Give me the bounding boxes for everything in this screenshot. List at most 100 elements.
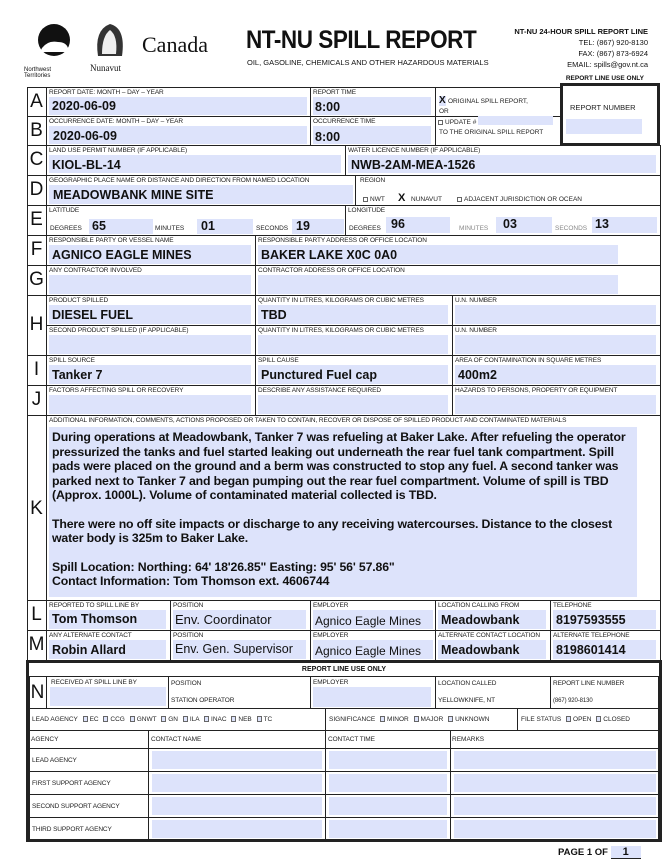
adjacent-checkbox[interactable] xyxy=(457,196,462,202)
agency-table-field[interactable] xyxy=(454,774,656,792)
agency-option[interactable]: TC xyxy=(254,716,272,723)
agency-table-field[interactable] xyxy=(152,774,322,792)
quantity-field[interactable]: TBD xyxy=(258,305,448,324)
party-field[interactable]: AGNICO EAGLE MINES xyxy=(49,245,251,264)
lat-seconds-field[interactable]: 19 xyxy=(292,219,344,234)
report-number-field[interactable] xyxy=(566,119,642,134)
checkbox[interactable] xyxy=(566,716,572,723)
report-date-field[interactable]: 2020-06-09 xyxy=(49,97,307,115)
hazards-field[interactable] xyxy=(455,395,656,414)
agency-table-field[interactable] xyxy=(329,751,447,769)
contractor-address-field[interactable] xyxy=(258,275,618,294)
checkbox[interactable] xyxy=(231,716,237,723)
agency-table-field[interactable] xyxy=(152,797,322,815)
product2-field[interactable] xyxy=(49,335,251,354)
original-report-checkbox[interactable]: X xyxy=(439,95,446,106)
file-status-cell: FILE STATUS OPEN CLOSED xyxy=(517,708,659,731)
agency-option[interactable]: GN xyxy=(158,716,178,723)
agency-table-field[interactable] xyxy=(329,797,447,815)
lon-minutes-field[interactable]: 03 xyxy=(496,217,552,233)
cause-field[interactable]: Punctured Fuel cap xyxy=(258,365,448,384)
checkbox[interactable] xyxy=(448,716,454,723)
l-telephone-field[interactable]: 8197593555 xyxy=(553,610,656,629)
checkbox[interactable] xyxy=(596,716,602,723)
m-telephone-field[interactable]: 8198601414 xyxy=(553,640,656,659)
significance-option[interactable]: MINOR xyxy=(377,716,409,723)
m-employer-field[interactable]: Agnico Eagle Mines xyxy=(313,640,433,659)
occurrence-time-field[interactable]: 8:00 xyxy=(313,126,431,144)
agency-option[interactable]: EC xyxy=(80,716,99,723)
checkbox[interactable] xyxy=(256,716,262,723)
page-total-field[interactable]: 1 xyxy=(610,846,641,859)
region-nwt-option[interactable]: NWT xyxy=(360,196,385,204)
un-number2-field[interactable] xyxy=(455,335,656,354)
agency-option[interactable]: GNWT xyxy=(127,716,156,723)
factors-field[interactable] xyxy=(49,395,251,414)
agency-table-field[interactable] xyxy=(329,774,447,792)
received-by-field[interactable] xyxy=(50,687,166,706)
licence-field[interactable]: NWB-2AM-MEA-1526 xyxy=(348,155,656,173)
agency-label: INAC xyxy=(211,716,227,723)
checkbox[interactable] xyxy=(182,716,188,723)
region-adjacent-option[interactable]: ADJACENT JURISDICTION OR OCEAN xyxy=(454,196,582,204)
update-number-field[interactable] xyxy=(478,116,553,125)
l-location-field[interactable]: Meadowbank xyxy=(438,610,546,629)
column-header-remarks: REMARKS xyxy=(452,736,485,743)
contractor-address-cell: CONTRACTOR ADDRESS OR OFFICE LOCATION xyxy=(255,265,661,296)
agency-option[interactable]: INAC xyxy=(201,716,227,723)
significance-option[interactable]: MAJOR xyxy=(411,716,443,723)
agency-table-field[interactable] xyxy=(152,820,322,838)
file-status-option[interactable]: CLOSED xyxy=(593,716,630,723)
agency-table-field[interactable] xyxy=(454,820,656,838)
agency-table-field[interactable] xyxy=(329,820,447,838)
nunavut-checkbox[interactable]: X xyxy=(398,192,406,204)
reported-by-field[interactable]: Tom Thomson xyxy=(49,610,166,629)
lat-degrees-field[interactable]: 65 xyxy=(89,219,153,234)
m-telephone-label: ALTERNATE TELEPHONE xyxy=(553,632,630,639)
m-location-field[interactable]: Meadowbank xyxy=(438,640,546,659)
checkbox[interactable] xyxy=(204,716,210,723)
additional-info-cell: ADDITIONAL INFORMATION, COMMENTS, ACTION… xyxy=(46,415,661,601)
source-field[interactable]: Tanker 7 xyxy=(49,365,251,384)
checkbox[interactable] xyxy=(103,716,109,723)
quantity2-field[interactable] xyxy=(258,335,448,354)
party-address-field[interactable]: BAKER LAKE X0C 0A0 xyxy=(258,245,618,264)
permit-field[interactable]: KIOL-BL-14 xyxy=(49,155,341,173)
occurrence-date-field[interactable]: 2020-06-09 xyxy=(49,126,307,144)
column-header-contact-name: CONTACT NAME xyxy=(151,736,202,743)
checkbox[interactable] xyxy=(82,716,88,723)
assistance-field[interactable] xyxy=(258,395,448,414)
agency-option[interactable]: CCG xyxy=(100,716,125,723)
agency-table-field[interactable] xyxy=(152,751,322,769)
alt-contact-field[interactable]: Robin Allard xyxy=(49,640,166,659)
un-number-field[interactable] xyxy=(455,305,656,324)
area-field[interactable]: 400m2 xyxy=(455,365,656,384)
checkbox[interactable] xyxy=(380,716,386,723)
lon-seconds-field[interactable]: 13 xyxy=(592,217,657,233)
spill-line-email[interactable]: EMAIL: spills@gov.nt.ca xyxy=(567,60,648,69)
lat-minutes-field[interactable]: 01 xyxy=(197,219,253,234)
product-field[interactable]: DIESEL FUEL xyxy=(49,305,251,324)
place-field[interactable]: MEADOWBANK MINE SITE xyxy=(49,185,353,204)
checkbox[interactable] xyxy=(413,716,419,723)
significance-option[interactable]: UNKNOWN xyxy=(445,716,489,723)
agency-table-field[interactable] xyxy=(454,751,656,769)
file-status-option[interactable]: OPEN xyxy=(563,716,591,723)
spill-line-tel: TEL: (867) 920-8130 xyxy=(578,38,648,47)
additional-info-field[interactable]: During operations at Meadowbank, Tanker … xyxy=(49,427,637,597)
agency-table-field[interactable] xyxy=(454,797,656,815)
agency-option[interactable]: ILA xyxy=(180,716,199,723)
l-position-field[interactable]: Env. Coordinator xyxy=(173,610,306,629)
update-checkbox[interactable] xyxy=(438,119,443,125)
nwt-checkbox[interactable] xyxy=(363,196,368,202)
report-time-field[interactable]: 8:00 xyxy=(313,97,431,115)
alt-contact-value: Robin Allard xyxy=(52,643,126,657)
l-employer-field[interactable]: Agnico Eagle Mines xyxy=(313,610,433,629)
checkbox[interactable] xyxy=(129,716,135,723)
contractor-field[interactable] xyxy=(49,275,251,294)
m-position-field[interactable]: Env. Gen. Supervisor xyxy=(173,640,306,659)
n-employer-field[interactable] xyxy=(313,687,431,707)
agency-option[interactable]: NEB xyxy=(228,716,252,723)
lon-degrees-field[interactable]: 96 xyxy=(386,217,450,233)
checkbox[interactable] xyxy=(161,716,167,723)
